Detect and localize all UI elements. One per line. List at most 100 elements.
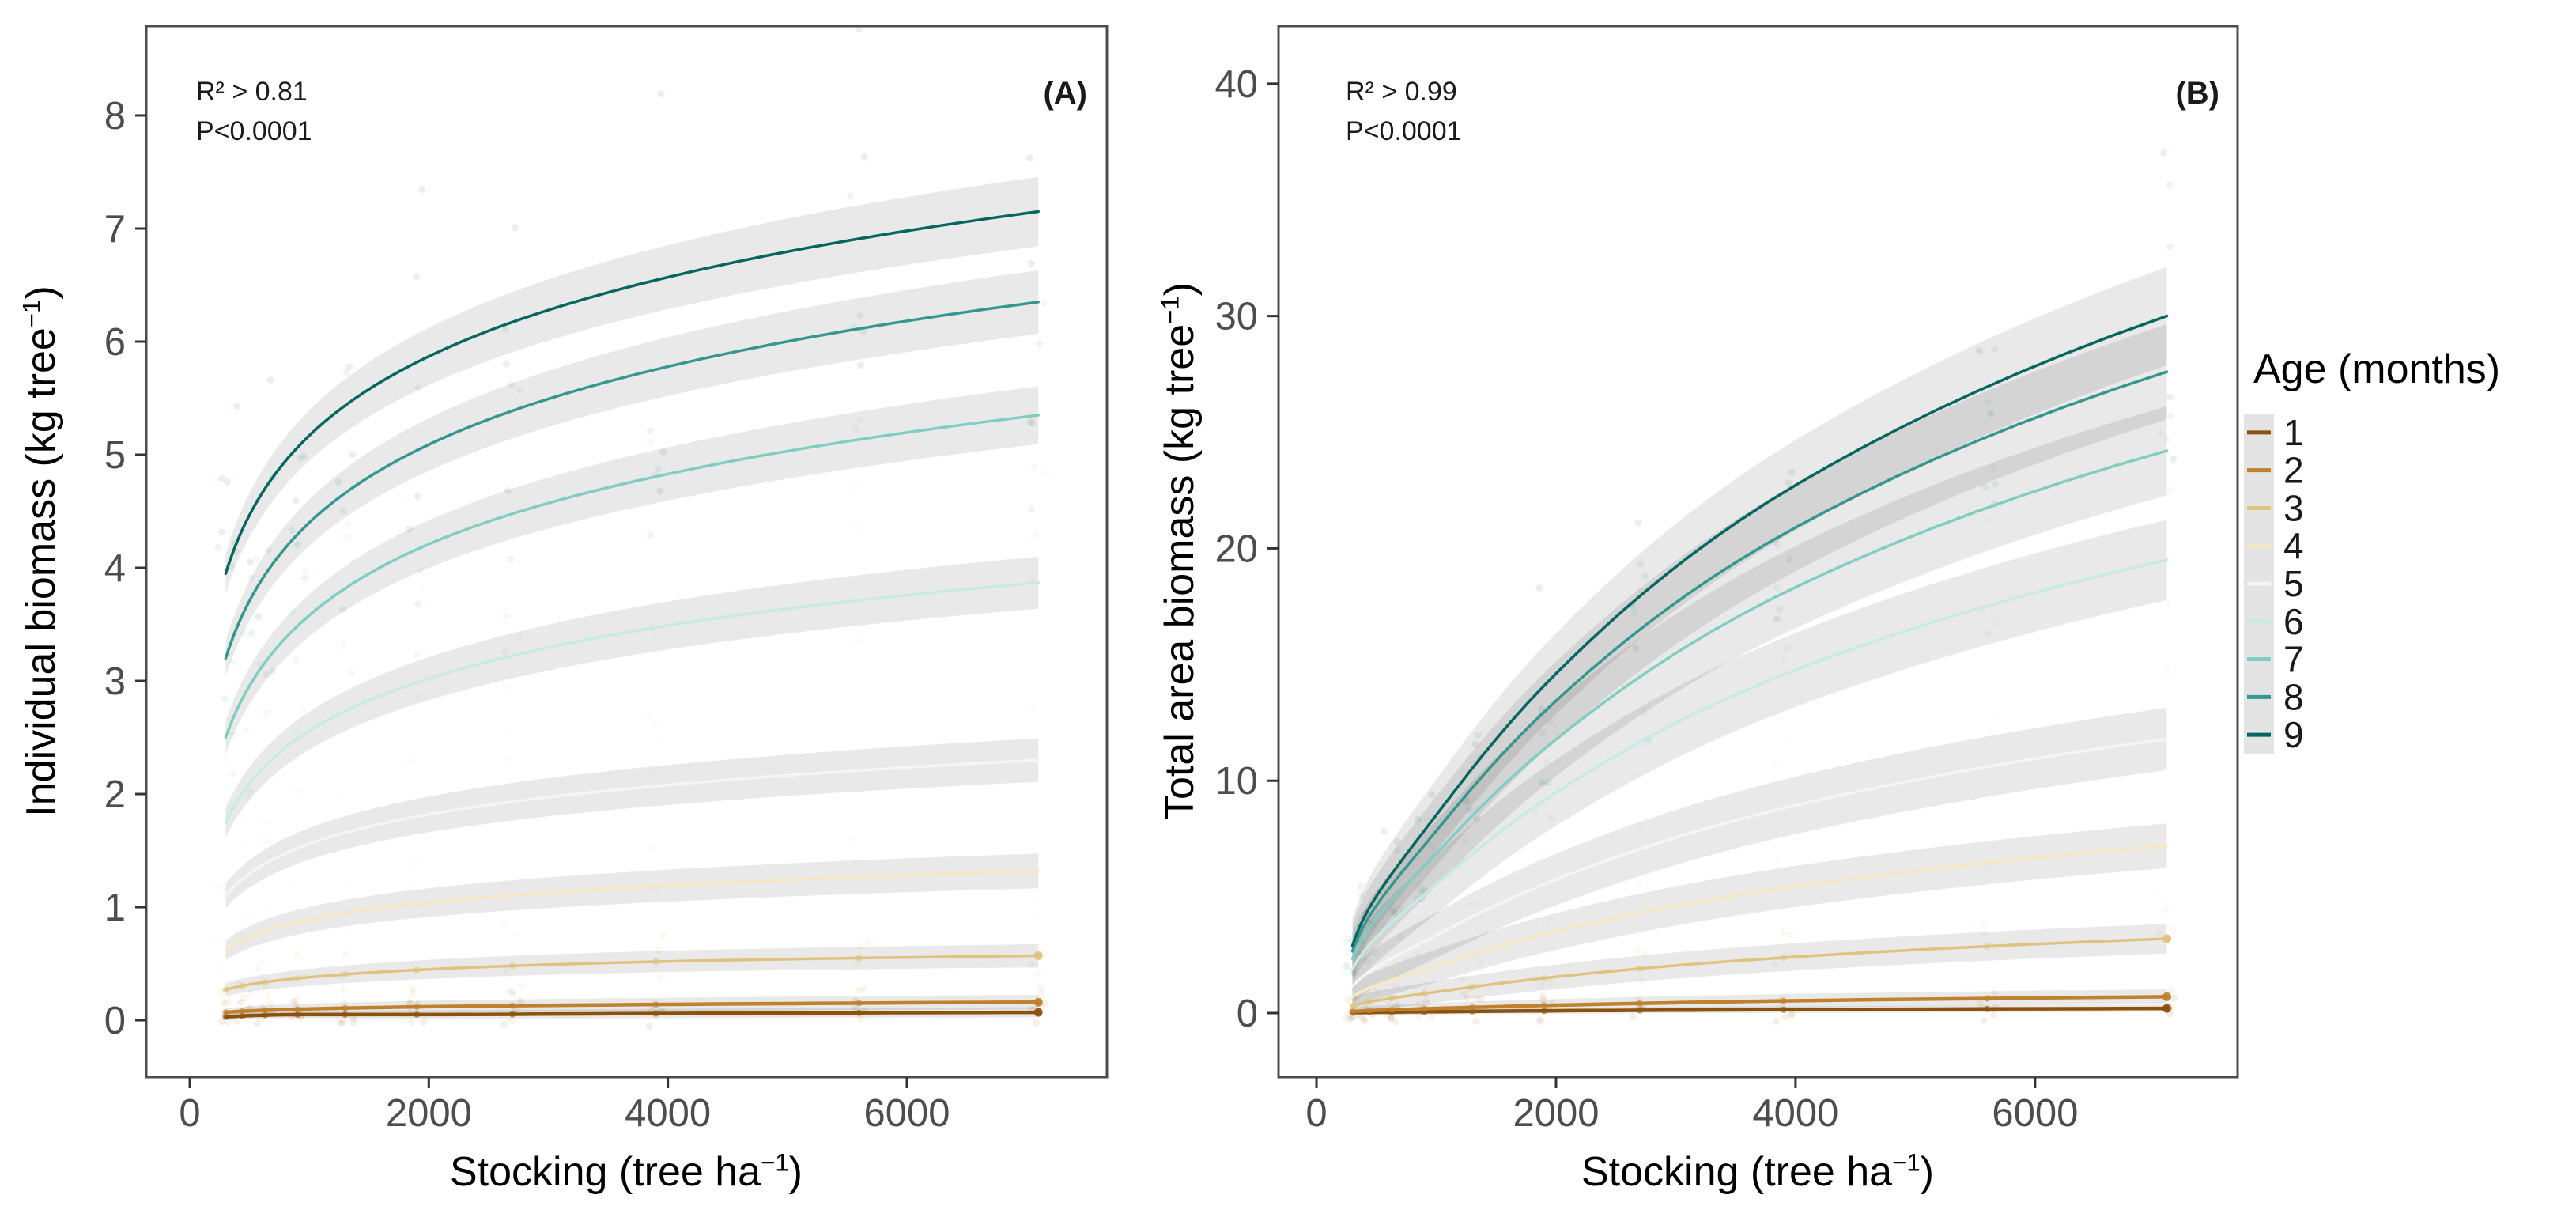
scatter-point [1538, 899, 1546, 907]
scatter-point [221, 756, 229, 764]
scatter-point [1029, 911, 1037, 918]
scatter-point [1773, 856, 1781, 864]
scatter-point [1773, 712, 1781, 720]
scatter-point [1415, 855, 1423, 863]
legend-entry-label: 2 [2283, 450, 2304, 491]
scatter-point [1987, 410, 1995, 418]
scatter-point [649, 844, 657, 852]
scatter-point [2163, 664, 2171, 671]
scatter-point [1992, 712, 2000, 720]
scatter-point [1028, 505, 1036, 513]
panel-b-letter: (B) [2175, 76, 2219, 111]
curve-marker-age-3 [1637, 965, 1643, 972]
scatter-point [263, 938, 270, 946]
scatter-point [1469, 941, 1477, 949]
scatter-point [1416, 881, 1424, 889]
scatter-point [1535, 1015, 1543, 1023]
scatter-point [217, 474, 225, 482]
scatter-point [301, 567, 309, 575]
curve-end-marker-age-3 [2162, 934, 2171, 943]
curve-marker-age-2 [1365, 1007, 1373, 1014]
scatter-point [1538, 778, 1546, 786]
curve-marker-age-2 [239, 1008, 246, 1015]
ribbon-age-7 [1352, 406, 2167, 984]
ribbon-age-5 [1352, 707, 2167, 1004]
scatter-point [1415, 916, 1423, 924]
legend-entry-label: 6 [2283, 601, 2304, 642]
curve-marker-age-2 [1780, 997, 1787, 1004]
scatter-point [2164, 694, 2172, 701]
scatter-point [1547, 886, 1554, 894]
scatter-point [1536, 1017, 1544, 1025]
scatter-point [405, 525, 413, 533]
scatter-point [1532, 809, 1539, 817]
scatter-point [1539, 993, 1547, 1001]
scatter-point [1393, 1001, 1401, 1009]
curve-end-marker-age-1 [1033, 1008, 1043, 1017]
scatter-point [503, 967, 511, 974]
scatter-point [1427, 841, 1435, 849]
scatter-point [854, 637, 862, 645]
scatter-point [1389, 966, 1397, 974]
scatter-point [2166, 486, 2174, 494]
scatter-point [237, 811, 245, 819]
curve-marker-age-2 [1349, 1008, 1356, 1015]
scatter-point [349, 451, 357, 458]
scatter-point [1029, 575, 1036, 583]
scatter-point [516, 633, 523, 641]
scatter-point [512, 930, 520, 938]
scatter-point [263, 709, 270, 716]
scatter-point [1472, 995, 1480, 1003]
scatter-point [409, 860, 416, 868]
scatter-point [240, 994, 248, 1002]
scatter-point [1354, 963, 1362, 971]
scatter-point [1785, 555, 1793, 563]
scatter-point [659, 448, 667, 456]
scatter-point [1985, 514, 1992, 522]
scatter-point [1415, 1012, 1422, 1020]
scatter-point [655, 630, 663, 638]
curve-age-6 [1350, 558, 2169, 971]
scatter-point [1981, 929, 1989, 937]
scatter-point [1037, 985, 1044, 992]
curve-marker-age-1 [1780, 1006, 1787, 1013]
panel-b-y-title-text: Total area biomass (kg tree [1157, 323, 1203, 821]
legend-entry-label: 5 [2283, 563, 2304, 604]
scatter-point [1461, 837, 1469, 845]
scatter-point [2155, 930, 2163, 937]
curve-age-7 [1350, 449, 2169, 961]
ribbon-age-6 [225, 556, 1039, 837]
scatter-point [657, 974, 664, 981]
scatter-point [410, 877, 418, 885]
scatter-point [856, 416, 863, 424]
x-tick-label: 2000 [1513, 1092, 1599, 1135]
scatter-point [234, 863, 242, 871]
curve-age-9 [1350, 314, 2169, 947]
curve-marker-age-3 [342, 971, 349, 977]
scatter-point [263, 903, 270, 911]
scatter-point [242, 912, 250, 920]
scatter-point [1786, 931, 1794, 939]
scatter-point [1385, 947, 1393, 955]
scatter-point [1460, 974, 1467, 982]
scatter-point [1641, 950, 1649, 958]
scatter-point [655, 465, 663, 473]
scatter-point [1425, 874, 1433, 882]
scatter-point [270, 813, 278, 821]
scatter-point [293, 945, 301, 953]
scatter-point [409, 990, 417, 998]
scatter-point [1380, 827, 1388, 835]
scatter-point [290, 882, 298, 889]
y-tick-label: 30 [1214, 296, 1258, 338]
scatter-point [1466, 806, 1474, 814]
scatter-point [1990, 463, 1997, 471]
y-tick-label: 0 [1237, 992, 1258, 1035]
scatter-point [855, 25, 863, 33]
panel-b-x-title-text: Stocking (tree ha [1581, 1149, 1893, 1195]
scatter-point [2155, 886, 2163, 894]
scatter-point [2166, 393, 2174, 401]
y-tick-label: 3 [104, 660, 126, 703]
scatter-point [235, 903, 243, 911]
scatter-point [1387, 1014, 1395, 1022]
scatter-point [217, 936, 225, 943]
